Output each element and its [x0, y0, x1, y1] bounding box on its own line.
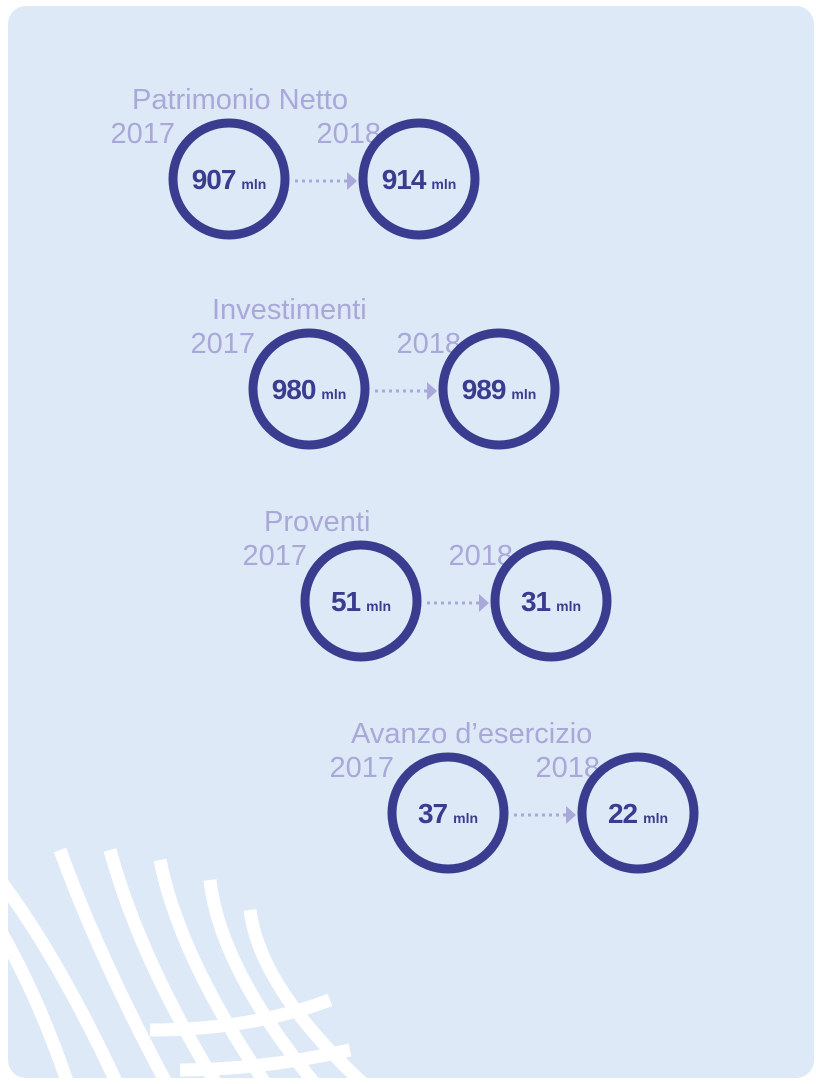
- value-circle: [438, 328, 560, 450]
- arrow-head: [479, 594, 489, 612]
- item-title: Proventi: [264, 506, 370, 538]
- item-title: Investimenti: [212, 294, 367, 326]
- value: 914: [382, 164, 427, 195]
- value: 31: [521, 586, 551, 617]
- value-circle: [387, 752, 509, 874]
- value-circle: [358, 118, 480, 240]
- value: 22: [608, 798, 638, 829]
- value: 37: [418, 798, 448, 829]
- value-circle: [168, 118, 290, 240]
- decorative-stripes: [8, 847, 375, 1078]
- arrow-head: [347, 172, 357, 190]
- value: 51: [331, 586, 361, 617]
- value: 980: [272, 374, 316, 405]
- value-text: 914 mln: [382, 164, 457, 195]
- unit: mln: [321, 386, 346, 402]
- unit: mln: [431, 176, 456, 192]
- value-text: 980 mln: [272, 374, 347, 405]
- unit: mln: [453, 810, 478, 826]
- year-label: 2017: [190, 328, 255, 360]
- arrow-head: [566, 806, 576, 824]
- year-label: 2017: [242, 540, 307, 572]
- item-title: Patrimonio Netto: [132, 84, 348, 116]
- value-text: 31 mln: [521, 586, 581, 617]
- unit: mln: [643, 810, 668, 826]
- value: 907: [192, 164, 236, 195]
- background-panel: [8, 6, 814, 1078]
- unit: mln: [511, 386, 536, 402]
- value-circle: [490, 540, 612, 662]
- value-text: 51 mln: [331, 586, 391, 617]
- year-label: 2017: [110, 118, 175, 150]
- value-text: 37 mln: [418, 798, 478, 829]
- value-circle: [300, 540, 422, 662]
- unit: mln: [366, 598, 391, 614]
- unit: mln: [556, 598, 581, 614]
- arrow-head: [427, 382, 437, 400]
- value-text: 907 mln: [192, 164, 267, 195]
- value: 989: [462, 374, 506, 405]
- year-label: 2017: [329, 752, 394, 784]
- unit: mln: [241, 176, 266, 192]
- value-text: 22 mln: [608, 798, 668, 829]
- item-title: Avanzo d’esercizio: [351, 718, 592, 750]
- value-circle: [577, 752, 699, 874]
- value-circle: [248, 328, 370, 450]
- value-text: 989 mln: [462, 374, 537, 405]
